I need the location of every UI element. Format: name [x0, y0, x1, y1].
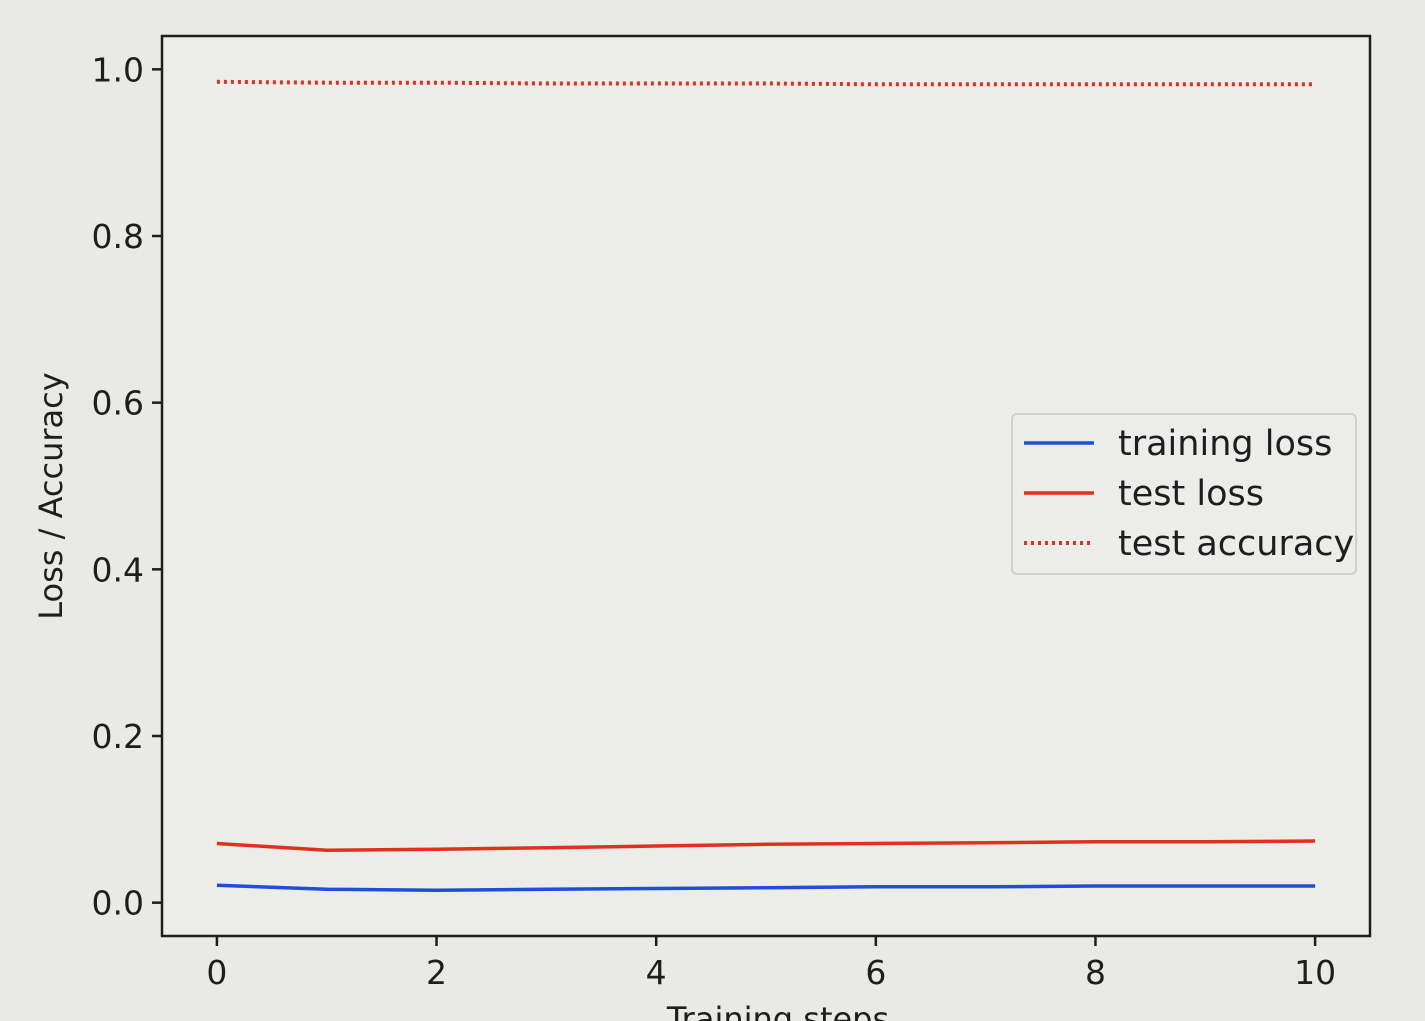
series-line-test-accuracy: [216, 79, 1316, 87]
x-tick-label: 0: [206, 953, 227, 992]
series-line-training-loss: [216, 883, 1316, 892]
x-axis-title: Training steps: [666, 1000, 889, 1021]
x-tick-label: 4: [646, 953, 667, 992]
legend-entries: training loss test loss test accuracy: [1024, 424, 1354, 564]
series-line-test-loss: [216, 839, 1316, 852]
y-tick-label: 1.0: [92, 50, 144, 89]
legend-label-test-loss: test loss: [1118, 474, 1264, 514]
axis-layer: 0 2 4 6 8 10 0.0 0.2 0.4 0.6 0.8 1.0: [92, 50, 1337, 992]
x-tick-label: 10: [1294, 953, 1336, 992]
legend-frame: [1011, 413, 1357, 575]
legend-label-test-accuracy: test accuracy: [1118, 524, 1354, 564]
y-tick-label: 0.6: [92, 384, 144, 423]
x-tick-label: 8: [1085, 953, 1106, 992]
y-tick-label: 0.0: [92, 884, 144, 923]
legend: training loss test loss test accuracy: [1011, 413, 1357, 575]
x-tick-label: 6: [865, 953, 886, 992]
y-tick-label: 0.4: [92, 550, 144, 589]
y-tick-label: 0.8: [92, 217, 144, 256]
y-axis-title: Loss / Accuracy: [32, 372, 70, 619]
x-tick-label: 2: [426, 953, 447, 992]
series-layer: [216, 79, 1316, 892]
legend-label-training-loss: training loss: [1118, 424, 1332, 464]
y-tick-label: 0.2: [92, 717, 144, 756]
